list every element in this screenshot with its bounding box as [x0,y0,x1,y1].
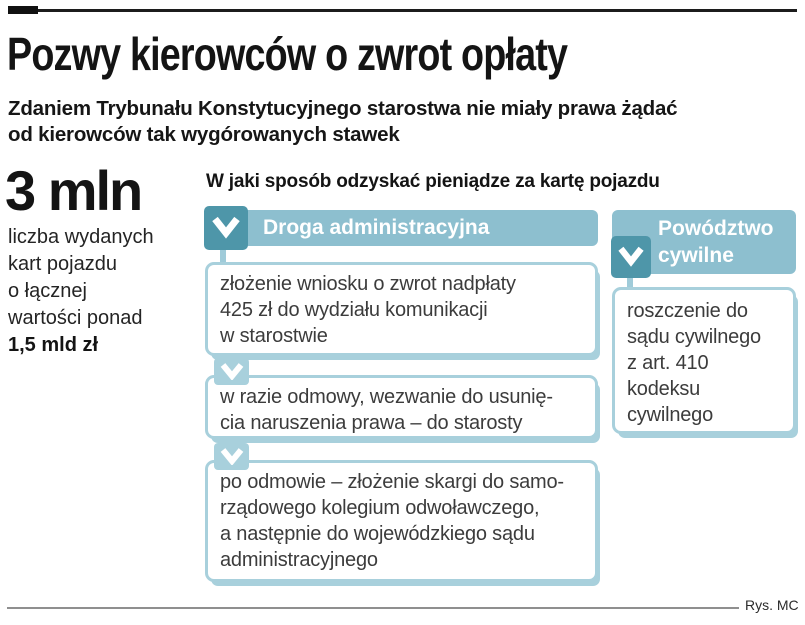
step-connector [214,358,249,385]
top-rule [8,9,797,12]
flow-question: W jaki sposób odzyskać pieniądze za kart… [206,171,660,192]
stat-description-line: kart pojazdu [8,253,117,275]
step-line: cia naruszenia prawa – do starosty [220,412,523,434]
top-left-dash [8,6,38,14]
step-line: cywilnego [627,404,714,426]
step-line: rządowego kolegium odwoławczego, [220,497,540,519]
subtitle-line: Zdaniem Trybunału Konstytucyjnego staros… [8,97,678,120]
step-line: kodeksu [627,378,701,400]
civil-header-badge [611,236,651,278]
step-line: a następnie do wojewódzkiego sądu [220,523,535,545]
stat-description-line: liczba wydanych [8,226,154,248]
chevron-down-icon [211,216,241,240]
admin-path-header: Droga administracyjna [205,210,598,246]
connector-stem [220,250,226,264]
admin-header-badge [204,206,248,250]
step-line: 425 zł do wydziału komunikacji [220,299,488,321]
stat-description-bold: 1,5 mld zł [8,334,99,356]
page-title: Pozwy kierowców o zwrot opłaty [7,28,568,80]
chevron-down-icon [617,246,645,268]
civil-header-line: cywilne [658,244,734,267]
step-line: roszczenie do [627,300,748,322]
connector-stem [627,276,633,289]
stat-description-line: o łącznej [8,280,87,302]
admin-step-box-3: po odmowie – złożenie skargi do samo- rz… [205,460,598,582]
admin-step-box-2: w razie odmowy, wezwanie do usunię- cia … [205,375,598,439]
stat-description: liczba wydanych kart pojazdu o łącznej w… [8,224,154,359]
step-line: administracyjnego [220,549,378,571]
step-line: złożenie wniosku o zwrot nadpłaty [220,273,516,295]
credit-text: Rys. MC [745,597,799,613]
step-connector [214,443,249,470]
admin-step-box-1: złożenie wniosku o zwrot nadpłaty 425 zł… [205,262,598,356]
step-line: z art. 410 [627,352,709,374]
footer-rule [7,607,739,609]
stat-description-line: wartości ponad [8,307,143,329]
step-line: w starostwie [220,325,328,347]
civil-step-box: roszczenie do sądu cywilnego z art. 410 … [612,287,796,434]
chevron-down-icon [220,448,244,465]
page-subtitle: Zdaniem Trybunału Konstytucyjnego staros… [8,96,678,148]
stat-value: 3 mln [5,159,143,222]
step-line: po odmowie – złożenie skargi do samo- [220,471,564,493]
chevron-down-icon [220,363,244,380]
civil-header-line: Powództwo [658,217,774,240]
step-line: w razie odmowy, wezwanie do usunię- [220,386,553,408]
step-line: sądu cywilnego [627,326,761,348]
subtitle-line: od kierowców tak wygórowanych stawek [8,123,400,146]
